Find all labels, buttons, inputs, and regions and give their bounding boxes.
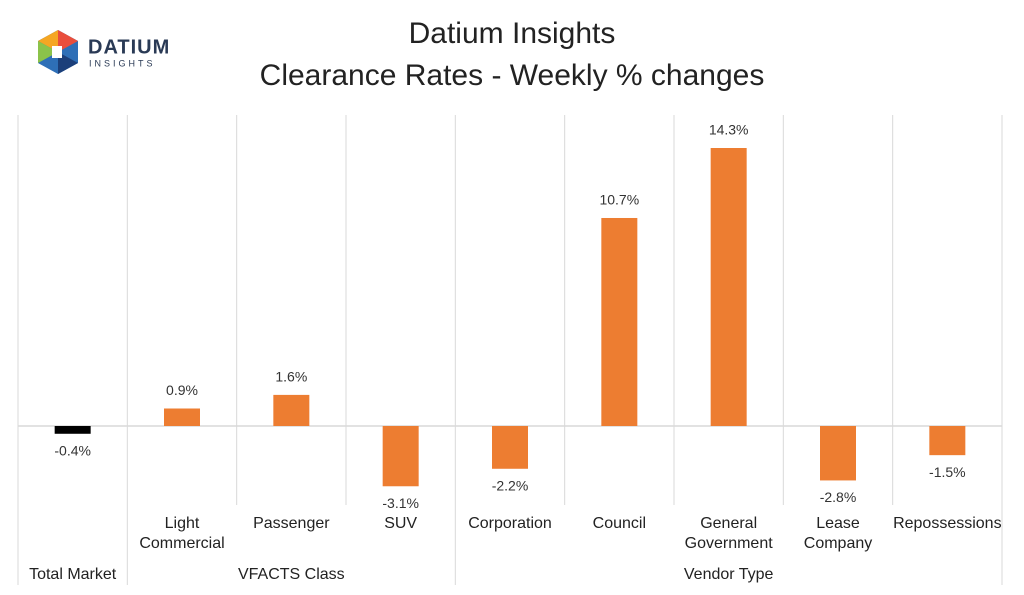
x-tick-label: SUV	[384, 515, 418, 532]
bar	[492, 426, 528, 469]
value-label: 1.6%	[275, 369, 307, 385]
logo-tagline: INSIGHTS	[89, 58, 156, 68]
bar	[382, 426, 419, 487]
chart-subtitle: Clearance Rates - Weekly % changes	[259, 59, 765, 92]
bar	[164, 408, 200, 426]
x-tick-label: Light Commercial	[139, 515, 225, 552]
value-label: 0.9%	[166, 382, 198, 398]
value-label: -3.1%	[382, 495, 419, 511]
value-label: -1.5%	[929, 464, 966, 480]
chart-title: Datium Insights	[408, 17, 616, 50]
logo-name: DATIUM	[88, 36, 170, 58]
value-label: 10.7%	[599, 192, 639, 208]
bar	[820, 426, 856, 481]
group-label: Vendor Type	[683, 566, 774, 583]
x-tick-label: Council	[592, 515, 647, 532]
group-label: VFACTS Class	[237, 566, 345, 583]
x-tick-label: Repossessions	[893, 515, 1002, 532]
x-tick-label: General Government	[684, 515, 773, 552]
bar	[929, 426, 966, 456]
value-label: -2.2%	[492, 477, 529, 493]
x-tick-label: Passenger	[253, 515, 330, 532]
x-tick-label: Corporation	[468, 515, 552, 532]
bar	[54, 426, 91, 434]
value-label: 14.3%	[709, 122, 749, 138]
value-label: -2.8%	[820, 489, 857, 505]
group-label: Total Market	[29, 566, 117, 583]
bar	[601, 217, 638, 426]
value-label: -0.4%	[54, 442, 91, 458]
bar	[273, 394, 310, 426]
logo-icon	[38, 30, 78, 74]
x-tick-label: Lease Company	[803, 515, 873, 552]
bar	[710, 148, 747, 426]
